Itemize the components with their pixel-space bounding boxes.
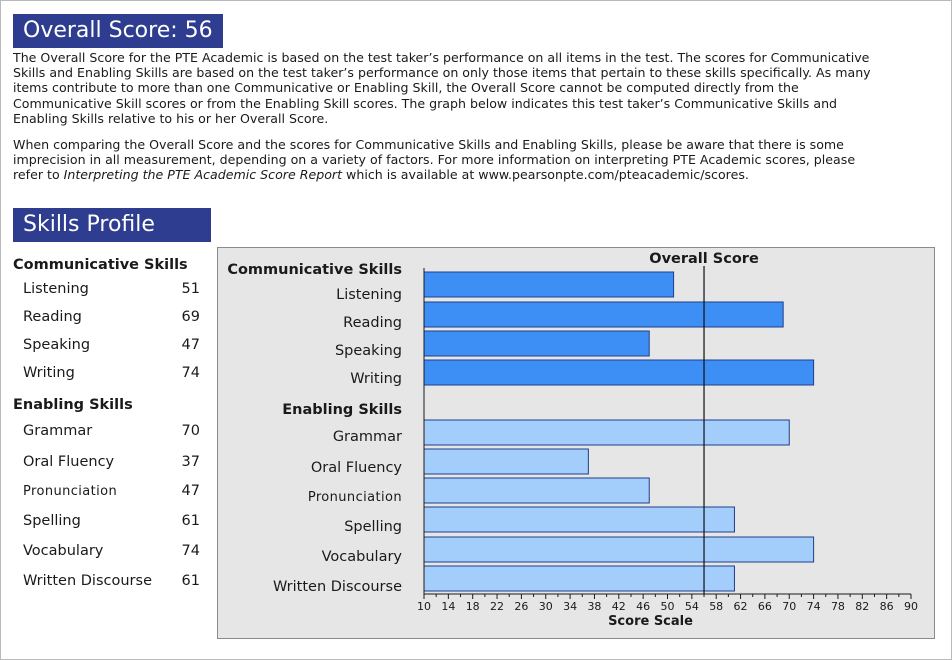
skill-score: 74 [181,365,200,381]
score-row: Reading 69 [23,309,203,329]
chart-bar [423,419,790,446]
skill-label: Writing [23,365,75,381]
x-tick-label: 42 [612,600,626,613]
skill-label: Grammar [23,423,93,439]
note-text-before: When comparing the Overall Score and the… [13,137,856,183]
chart-category-label: Oral Fluency [311,460,403,476]
chart-bar [423,565,735,592]
skill-score: 74 [181,543,200,559]
note-paragraph: When comparing the Overall Score and the… [13,137,873,183]
skill-score: 61 [181,513,200,529]
score-row: Grammar 70 [23,423,203,443]
skill-score: 69 [181,309,200,325]
x-tick-label: 54 [685,600,699,613]
chart-category-label: Written Discourse [273,579,402,595]
skill-score: 47 [181,337,200,353]
x-tick-label: 66 [758,600,772,613]
chart-bar [423,330,650,357]
skill-label: Listening [23,281,89,297]
skill-score: 47 [181,483,200,499]
score-row: Writing 74 [23,365,203,385]
x-tick-label: 50 [661,600,675,613]
chart-bar [423,477,650,504]
skill-score: 51 [181,281,200,297]
chart-category-label: Listening [336,287,402,303]
chart-category-label: Speaking [335,343,402,359]
x-tick-label: 26 [514,600,528,613]
overall-score-line-label: Overall Score [649,251,759,267]
chart-group-heading: Communicative Skills [227,262,402,278]
x-tick-label: 74 [807,600,821,613]
chart-category-label: Writing [350,371,402,387]
chart-group-heading: Enabling Skills [282,402,402,418]
skill-label: Speaking [23,337,91,353]
chart-category-label: Reading [343,315,402,331]
skill-label: Written Discourse [23,573,152,589]
x-tick-label: 58 [709,600,723,613]
chart-bar [423,271,675,298]
skill-label: Pronunciation [23,484,118,499]
x-tick-label: 38 [587,600,601,613]
chart-bar [423,536,815,563]
chart-bar [423,359,815,386]
x-tick-label: 82 [855,600,869,613]
chart-category-label: Pronunciation [308,490,402,505]
chart-bar [423,301,784,328]
skill-label: Oral Fluency [23,454,115,470]
overall-score-banner: Overall Score: 56 [13,14,223,48]
x-tick-label: 62 [734,600,748,613]
x-tick-label: 10 [417,600,431,613]
intro-paragraph: The Overall Score for the PTE Academic i… [13,50,871,126]
x-tick-label: 14 [441,600,455,613]
chart-category-label: Spelling [344,519,402,535]
skill-label: Reading [23,309,82,325]
skills-bar-chart: Communicative Skills Enabling Skills Liste… [227,251,918,629]
chart-category-label: Vocabulary [322,549,403,565]
score-row: Oral Fluency 37 [23,454,203,474]
score-row: Written Discourse 61 [23,573,203,593]
x-tick-label: 70 [782,600,796,613]
x-tick-label: 18 [466,600,480,613]
x-tick-label: 86 [880,600,894,613]
x-tick-label: 22 [490,600,504,613]
chart-category-label: Grammar [333,429,402,445]
score-row: Spelling 61 [23,513,203,533]
skill-label: Vocabulary [23,543,104,559]
communicative-skills-heading: Communicative Skills [13,257,188,273]
x-tick-label: 78 [831,600,845,613]
score-row: Pronunciation 47 [23,483,203,503]
x-tick-label: 90 [904,600,918,613]
score-row: Speaking 47 [23,337,203,357]
skill-label: Spelling [23,513,81,529]
note-title-italic: Interpreting the PTE Academic Score Repo… [63,167,343,183]
skill-score: 37 [181,454,200,470]
x-tick-label: 46 [636,600,650,613]
note-text-after: which is available at www.pearsonpte.com… [342,167,749,183]
score-row: Vocabulary 74 [23,543,203,563]
enabling-skills-heading: Enabling Skills [13,397,133,413]
score-row: Listening 51 [23,281,203,301]
skills-chart-panel: Communicative Skills Enabling Skills Liste… [217,247,935,639]
skill-score: 61 [181,573,200,589]
x-axis-title: Score Scale [608,614,693,629]
chart-bar [423,506,735,533]
x-tick-label: 34 [563,600,577,613]
skills-profile-banner: Skills Profile [13,208,211,242]
chart-bar [423,448,589,475]
skill-score: 70 [181,423,200,439]
x-tick-label: 30 [539,600,553,613]
